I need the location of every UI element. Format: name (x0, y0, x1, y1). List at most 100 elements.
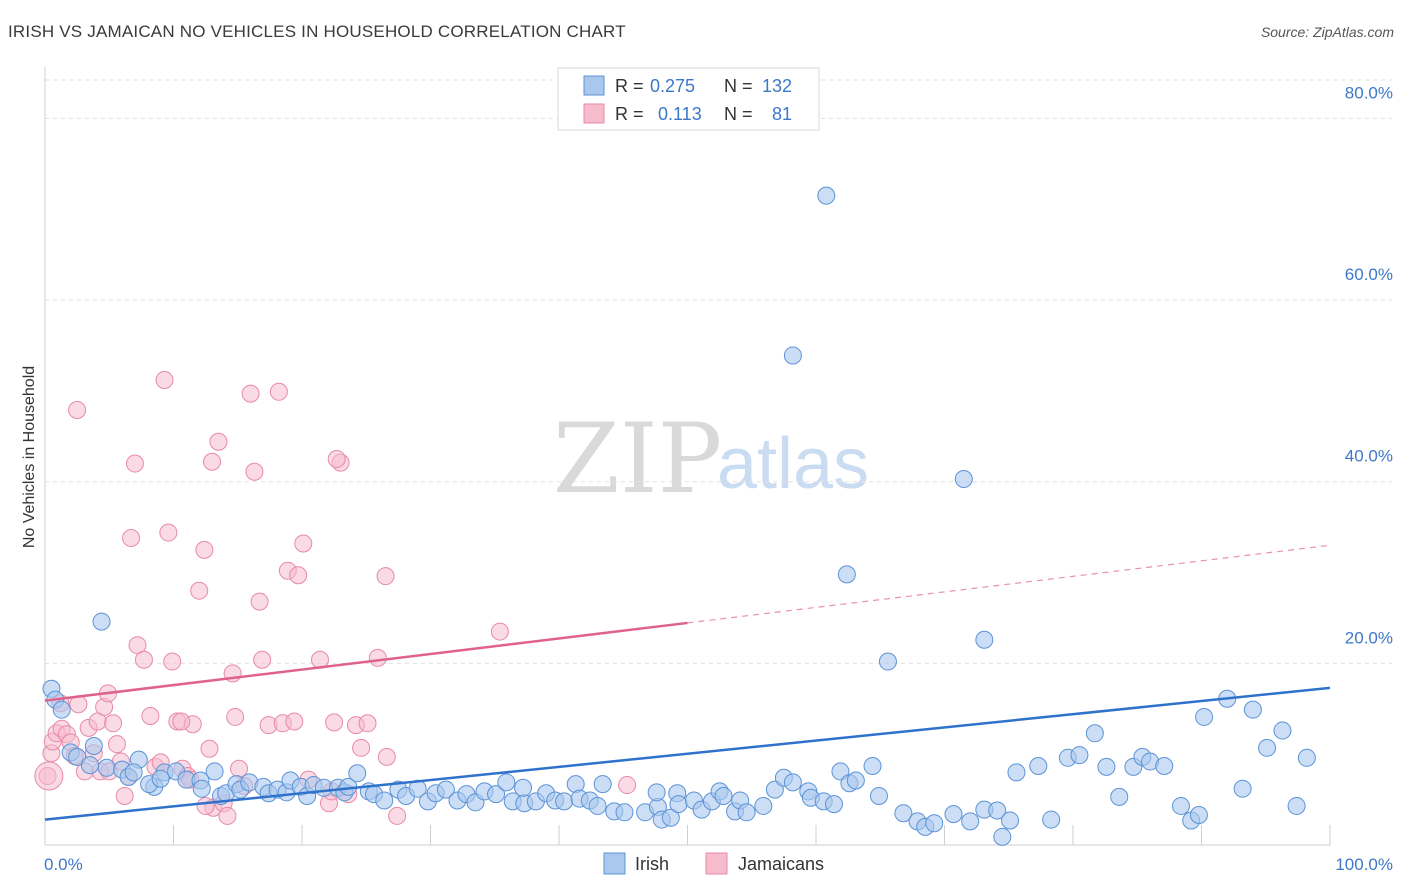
source-credit: Source: ZipAtlas.com (1260, 24, 1394, 40)
irish-point (925, 814, 944, 833)
irish-point (737, 803, 756, 822)
jamaicans-point (250, 592, 269, 611)
irish-point (97, 758, 116, 777)
irish-point (80, 756, 99, 775)
jamaicans-point (134, 650, 153, 669)
legend-jamaicans-r-label: R = (615, 104, 644, 124)
irish-point (647, 783, 666, 802)
jamaicans-point (34, 761, 64, 791)
jamaicans-point (163, 652, 182, 671)
irish-point (436, 780, 455, 799)
irish-point (824, 795, 843, 814)
legend-top: R = 0.275 N = 132 R = 0.113 N = 81 (557, 67, 820, 131)
jamaicans-point (200, 739, 219, 758)
irish-point (878, 652, 897, 671)
irish-point (837, 565, 856, 584)
legend-bottom-irish-swatch (603, 852, 626, 875)
legend-irish-swatch (583, 75, 605, 96)
legend-jamaicans-swatch (583, 103, 605, 124)
trend-lines (44, 544, 1331, 821)
legend-irish-r-label: R = (615, 76, 644, 96)
jamaicans-point (226, 707, 245, 726)
irish-point (863, 756, 882, 775)
jamaicans-point (352, 738, 371, 757)
irish-point (1042, 810, 1061, 829)
jamaicans-point (327, 450, 346, 468)
legend-irish-n-value: 132 (762, 76, 792, 96)
jamaicans-point (289, 566, 308, 585)
legend-bottom-irish-label: Irish (635, 854, 669, 874)
jamaicans-point (203, 452, 222, 471)
irish-point (68, 747, 87, 766)
axes: 20.0% 40.0% 60.0% 80.0% 0.0% 100.0% (44, 67, 1393, 874)
irish-point (944, 805, 963, 824)
jamaicans-point (358, 714, 377, 733)
jamaicans-point (269, 382, 288, 401)
jamaicans-point (218, 806, 237, 825)
irish-point (1110, 787, 1129, 806)
jamaicans-point (195, 540, 214, 559)
legend-jamaicans-n-value: 81 (772, 104, 792, 124)
irish-point (714, 786, 733, 805)
jamaicans-point (245, 462, 264, 481)
irish-point (1007, 763, 1026, 782)
y-tick-label: 80.0% (1345, 83, 1393, 102)
jamaicans-point (68, 400, 87, 419)
gridlines (45, 79, 1392, 664)
irish-point (783, 346, 802, 365)
irish-point (593, 775, 612, 794)
irish-point (1297, 748, 1316, 767)
jamaicans-trend-extension (687, 544, 1331, 624)
irish-point (1258, 738, 1277, 757)
jamaicans-point (376, 567, 395, 586)
watermark-zip: ZIP (553, 403, 722, 515)
legend-irish-r-value: 0.275 (650, 76, 695, 96)
irish-point (1243, 700, 1262, 719)
irish-point (1155, 756, 1174, 775)
irish-point (894, 804, 913, 823)
jamaicans-point (490, 622, 509, 641)
irish-point (1195, 707, 1214, 726)
x-tick-label: 0.0% (44, 855, 83, 874)
irish-point (375, 791, 394, 810)
jamaicans-point (196, 796, 215, 815)
y-tick-label: 40.0% (1345, 447, 1393, 466)
legend-jamaicans-r-value: 0.113 (658, 104, 702, 124)
irish-point (988, 801, 1007, 820)
jamaicans-point (388, 806, 407, 825)
irish-point (192, 779, 211, 798)
irish-point (205, 762, 224, 781)
jamaicans-point (294, 534, 313, 553)
irish-points (42, 186, 1316, 846)
irish-point (487, 785, 506, 804)
irish-point (92, 612, 111, 631)
legend-bottom: Irish Jamaicans (603, 852, 824, 875)
irish-point (615, 803, 634, 822)
watermark-atlas: atlas (717, 424, 869, 504)
jamaicans-point (107, 735, 126, 754)
irish-point (817, 186, 836, 205)
irish-point (954, 469, 973, 488)
y-tick-label: 60.0% (1345, 265, 1393, 284)
irish-point (588, 796, 607, 815)
irish-point (52, 700, 71, 719)
irish-point (1001, 811, 1020, 830)
irish-point (961, 812, 980, 831)
irish-point (754, 796, 773, 815)
irish-point (1287, 796, 1306, 815)
jamaicans-point (190, 581, 209, 600)
irish-point (1085, 724, 1104, 743)
legend-bottom-jamaicans-swatch (705, 852, 728, 875)
jamaicans-point (115, 786, 134, 805)
jamaicans-points (34, 370, 637, 825)
jamaicans-point (141, 707, 160, 726)
irish-point (514, 778, 533, 797)
irish-point (1171, 796, 1190, 815)
jamaicans-point (253, 650, 272, 669)
jamaicans-point (209, 432, 228, 451)
irish-point (869, 786, 888, 805)
y-axis-label: No Vehicles in Household (21, 366, 38, 548)
irish-point (84, 737, 103, 756)
jamaicans-point (172, 712, 191, 731)
irish-point (993, 827, 1012, 846)
